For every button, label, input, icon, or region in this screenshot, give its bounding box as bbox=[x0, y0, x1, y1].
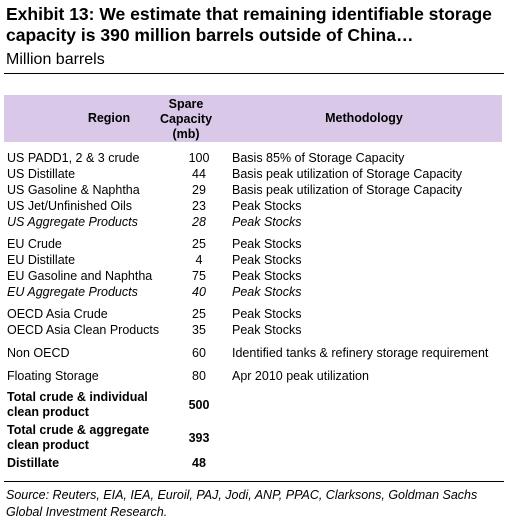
bottom-rule bbox=[4, 481, 504, 482]
capacity-cell: 25 bbox=[192, 307, 206, 321]
total-value: 393 bbox=[188, 431, 210, 445]
total-value: 500 bbox=[188, 398, 210, 412]
capacity-cell: 40 bbox=[192, 285, 206, 299]
exhibit-title: Exhibit 13: We estimate that remaining i… bbox=[6, 4, 492, 45]
region-cell: US Distillate bbox=[7, 167, 76, 181]
capacity-cell: 23 bbox=[192, 199, 206, 213]
header-methodology: Methodology bbox=[325, 111, 403, 125]
table-row: US Gasoline & Naphtha 29 Basis peak util… bbox=[0, 182, 509, 198]
total-row: Total crude & individual clean product 5… bbox=[7, 390, 507, 422]
region-cell: OECD Asia Crude bbox=[7, 307, 108, 321]
region-cell: EU Crude bbox=[7, 237, 62, 251]
methodology-cell: Identified tanks & refinery storage requ… bbox=[232, 346, 489, 360]
table-header: Region Spare Capacity (mb) Methodology bbox=[4, 95, 502, 142]
capacity-cell: 80 bbox=[192, 369, 206, 383]
exhibit-subtitle: Million barrels bbox=[6, 51, 105, 68]
table-row: EU Aggregate Products 40 Peak Stocks bbox=[0, 284, 509, 300]
capacity-cell: 44 bbox=[192, 167, 206, 181]
methodology-cell: Peak Stocks bbox=[232, 285, 302, 299]
capacity-cell: 35 bbox=[192, 323, 206, 337]
region-cell: US Aggregate Products bbox=[7, 215, 138, 229]
table-row: EU Crude 25 Peak Stocks bbox=[0, 236, 509, 252]
capacity-cell: 28 bbox=[192, 215, 206, 229]
capacity-cell: 29 bbox=[192, 183, 206, 197]
table-row: US Jet/Unfinished Oils 23 Peak Stocks bbox=[0, 198, 509, 214]
region-cell: US PADD1, 2 & 3 crude bbox=[7, 151, 140, 165]
methodology-cell: Peak Stocks bbox=[232, 199, 302, 213]
capacity-cell: 75 bbox=[192, 269, 206, 283]
total-label: Total crude & aggregate clean product bbox=[7, 423, 150, 452]
table-row: EU Distillate 4 Peak Stocks bbox=[0, 252, 509, 268]
table-row: OECD Asia Crude 25 Peak Stocks bbox=[0, 306, 509, 322]
methodology-cell: Peak Stocks bbox=[232, 269, 302, 283]
total-label: Total crude & individual clean product bbox=[7, 390, 148, 419]
methodology-cell: Peak Stocks bbox=[232, 253, 302, 267]
region-cell: Floating Storage bbox=[7, 369, 99, 383]
region-cell: EU Gasoline and Naphtha bbox=[7, 269, 153, 283]
table-row: US PADD1, 2 & 3 crude 100 Basis 85% of S… bbox=[0, 150, 509, 166]
region-cell: Non OECD bbox=[7, 346, 70, 360]
capacity-cell: 4 bbox=[195, 253, 203, 267]
methodology-cell: Apr 2010 peak utilization bbox=[232, 369, 369, 383]
header-spare-capacity: Spare Capacity (mb) bbox=[159, 97, 213, 141]
table-row: Floating Storage 80 Apr 2010 peak utiliz… bbox=[0, 368, 509, 384]
methodology-cell: Peak Stocks bbox=[232, 237, 302, 251]
methodology-cell: Basis 85% of Storage Capacity bbox=[232, 151, 405, 165]
table-row: Non OECD 60 Identified tanks & refinery … bbox=[0, 345, 509, 361]
region-cell: US Jet/Unfinished Oils bbox=[7, 199, 133, 213]
capacity-cell: 60 bbox=[192, 346, 206, 360]
methodology-cell: Basis peak utilization of Storage Capaci… bbox=[232, 167, 462, 181]
source-note: Source: Reuters, EIA, IEA, Euroil, PAJ, … bbox=[6, 488, 478, 519]
table-row: OECD Asia Clean Products 35 Peak Stocks bbox=[0, 322, 509, 338]
region-cell: US Gasoline & Naphtha bbox=[7, 183, 140, 197]
capacity-cell: 100 bbox=[188, 151, 210, 165]
methodology-cell: Basis peak utilization of Storage Capaci… bbox=[232, 183, 462, 197]
table-row: US Distillate 44 Basis peak utilization … bbox=[0, 166, 509, 182]
region-cell: EU Aggregate Products bbox=[7, 285, 138, 299]
region-cell: OECD Asia Clean Products bbox=[7, 323, 160, 337]
methodology-cell: Peak Stocks bbox=[232, 307, 302, 321]
table-row: US Aggregate Products 28 Peak Stocks bbox=[0, 214, 509, 230]
region-cell: EU Distillate bbox=[7, 253, 76, 267]
methodology-cell: Peak Stocks bbox=[232, 215, 302, 229]
total-row: Distillate 48 bbox=[7, 456, 507, 472]
header-region: Region bbox=[87, 111, 131, 125]
total-label: Distillate bbox=[7, 456, 60, 470]
total-row: Total crude & aggregate clean product 39… bbox=[7, 423, 507, 455]
total-value: 48 bbox=[192, 456, 206, 470]
top-rule bbox=[4, 73, 504, 74]
table-row: EU Gasoline and Naphtha 75 Peak Stocks bbox=[0, 268, 509, 284]
methodology-cell: Peak Stocks bbox=[232, 323, 302, 337]
capacity-cell: 25 bbox=[192, 237, 206, 251]
